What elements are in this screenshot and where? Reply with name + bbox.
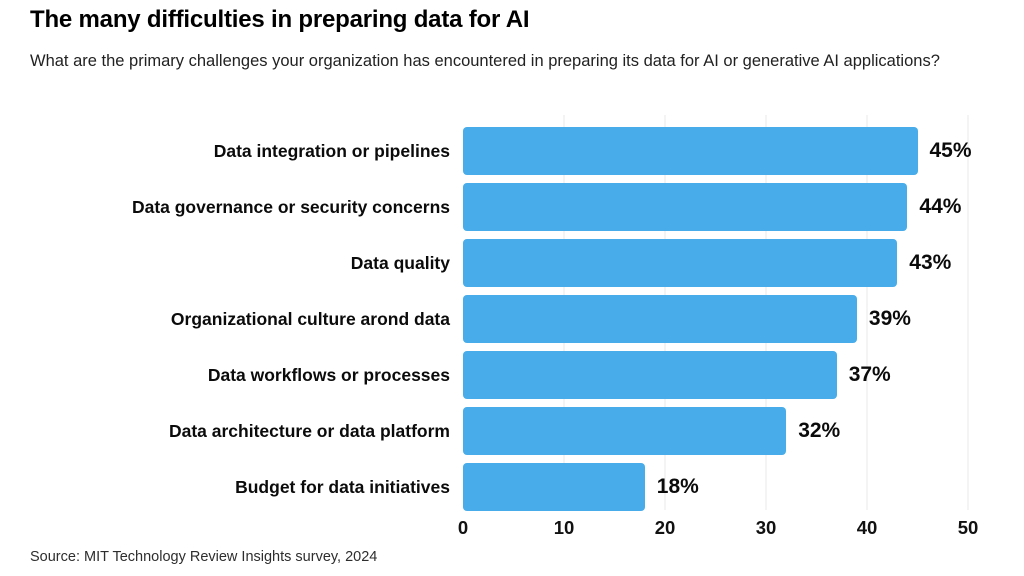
value-label: 37% <box>848 363 891 386</box>
category-label: Budget for data initiatives <box>235 476 450 497</box>
x-axis-tick-label: 50 <box>957 517 979 538</box>
bar <box>463 239 898 287</box>
bar-track: 45% <box>463 127 972 175</box>
page-title: The many difficulties in preparing data … <box>30 6 530 33</box>
bar-chart: Data integration or pipelines 45% Data gov… <box>30 115 994 545</box>
bar-row: Data quality 43% <box>30 235 994 291</box>
x-axis-tick-label: 20 <box>654 517 676 538</box>
source-note: Source: MIT Technology Review Insights s… <box>30 549 378 565</box>
bar-row: Organizational culture arond data 39% <box>30 291 994 347</box>
bar <box>463 407 787 455</box>
bar-track: 37% <box>463 351 968 399</box>
bar-track: 43% <box>463 239 968 287</box>
category-label: Data integration or pipelines <box>213 140 450 161</box>
bar-row: Data architecture or data platform 32% <box>30 403 994 459</box>
bar <box>463 183 908 231</box>
bar-row: Data integration or pipelines 45% <box>30 123 994 179</box>
bar <box>463 463 645 511</box>
bar-row: Data workflows or processes 37% <box>30 347 994 403</box>
category-label: Data architecture or data platform <box>168 420 450 441</box>
category-label: Data governance or security concerns <box>131 196 450 217</box>
x-axis-tick-label: 0 <box>457 517 469 538</box>
x-axis: 0 10 20 30 40 50 <box>458 517 978 545</box>
category-label: Data workflows or processes <box>207 364 450 385</box>
value-label: 32% <box>798 419 841 442</box>
bar-row: Data governance or security concerns 44% <box>30 179 994 235</box>
bar-rows: Data integration or pipelines 45% Data gov… <box>30 123 994 515</box>
category-label: Data quality <box>350 252 450 273</box>
value-label: 43% <box>909 251 952 274</box>
value-label: 45% <box>929 139 972 162</box>
bar <box>463 127 918 175</box>
bar <box>463 295 857 343</box>
bar-track: 18% <box>463 463 968 511</box>
bar-row: Budget for data initiatives 18% <box>30 459 994 515</box>
chart-subtitle: What are the primary challenges your org… <box>30 52 940 70</box>
category-label: Organizational culture arond data <box>170 308 450 329</box>
bar-track: 39% <box>463 295 968 343</box>
bar-track: 32% <box>463 407 968 455</box>
value-label: 18% <box>656 475 699 498</box>
value-label: 39% <box>868 307 911 330</box>
x-axis-tick-label: 30 <box>755 517 777 538</box>
value-label: 44% <box>919 195 962 218</box>
bar <box>463 351 837 399</box>
x-axis-tick-label: 10 <box>553 517 575 538</box>
x-axis-tick-label: 40 <box>856 517 878 538</box>
bar-track: 44% <box>463 183 968 231</box>
